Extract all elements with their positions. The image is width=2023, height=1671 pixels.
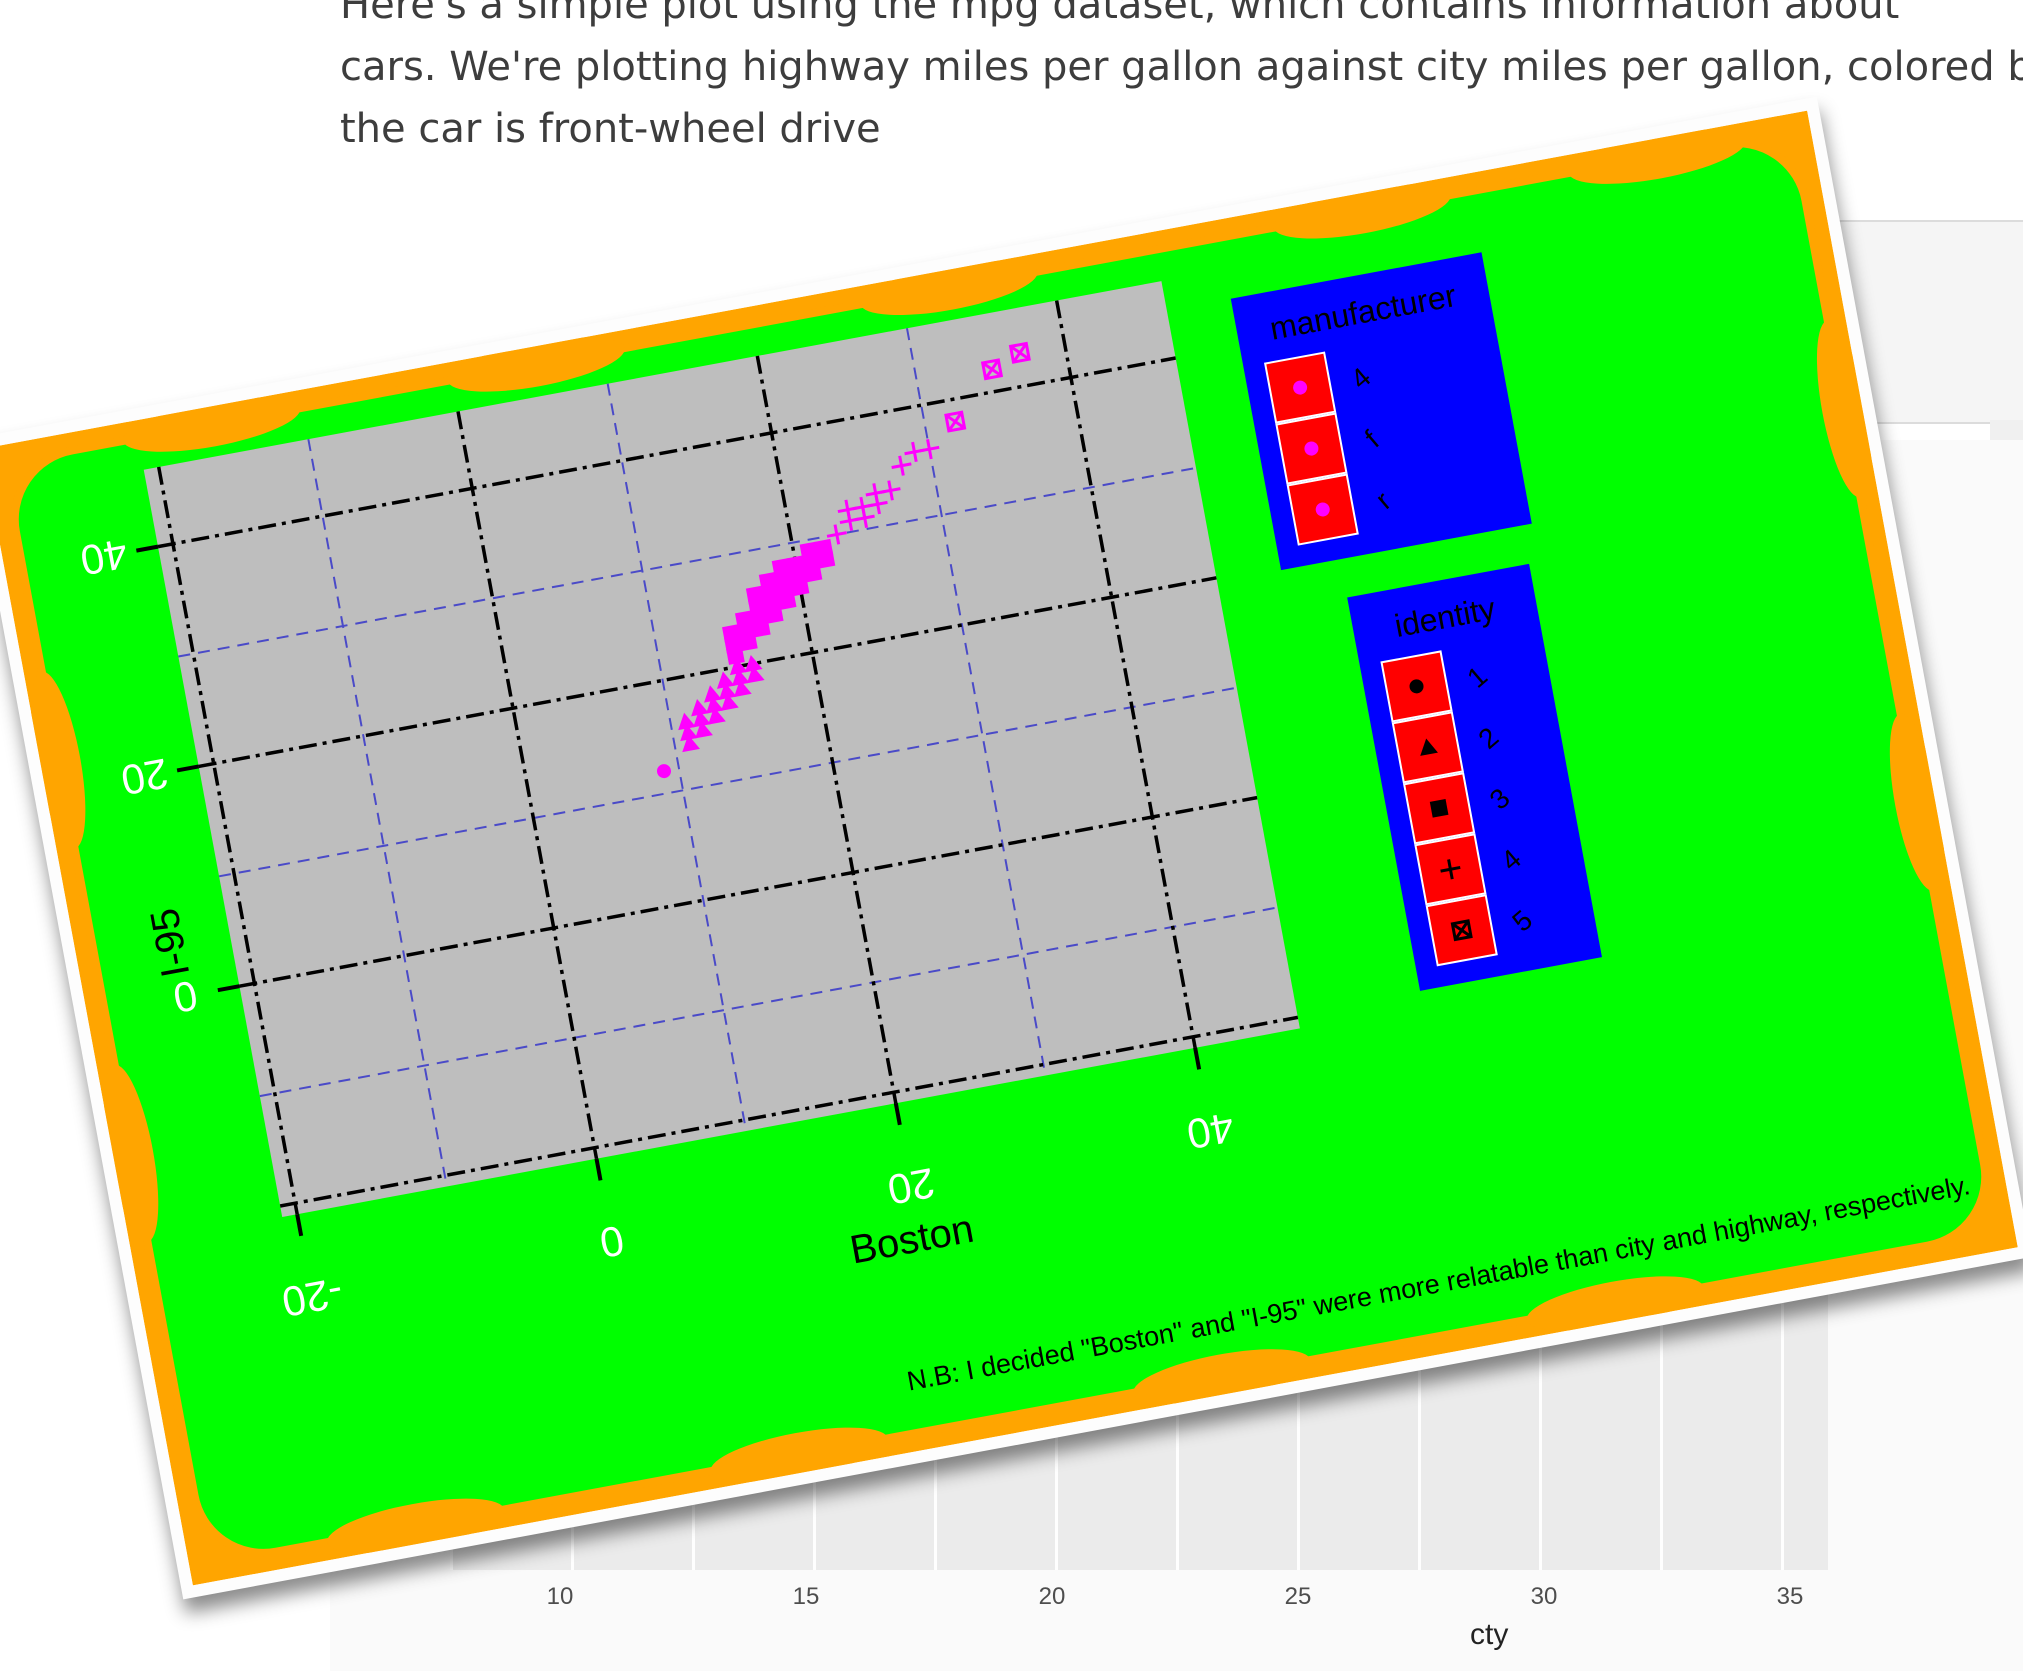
border-accent	[1889, 713, 1945, 891]
major-grid-line	[239, 795, 1258, 988]
major-grid-line	[456, 411, 599, 1160]
identity-legend-symbol	[1409, 679, 1424, 694]
manufacturer-legend-symbol	[1315, 502, 1330, 517]
major-grid-line	[279, 1015, 1299, 1208]
border-accent	[1273, 184, 1451, 239]
data-point-square	[786, 555, 806, 575]
data-point-circle	[656, 764, 671, 779]
border-accent	[327, 1498, 505, 1553]
background-x-tick: 35	[1776, 1583, 1804, 1610]
data-point-square	[722, 624, 741, 643]
border-accent	[1133, 1349, 1311, 1404]
y-axis-tick-mark	[217, 984, 240, 993]
data-point-triangle	[704, 685, 722, 703]
x-axis-tick-label: -20	[278, 1269, 346, 1326]
data-point-square	[758, 571, 778, 591]
data-point-square	[771, 558, 791, 577]
data-point-triangle	[746, 665, 765, 684]
major-grid-line	[198, 576, 1217, 769]
border-accent	[710, 1427, 888, 1482]
background-x-axis-label: cty	[1470, 1618, 1509, 1651]
data-point-square	[799, 541, 819, 561]
data-point-triangle	[693, 709, 711, 728]
border-accent	[103, 1064, 159, 1243]
data-point-triangle	[691, 699, 709, 717]
minor-grid-line	[606, 383, 748, 1132]
minor-grid-line	[178, 466, 1197, 658]
data-point-triangle	[716, 671, 735, 689]
tilted-chart-photo: -20 0 20 40 0 20 40 manufacturer 4 f r identity 1 2 3…	[0, 96, 2023, 1600]
data-point-triangle	[729, 657, 748, 676]
y-axis-tick-mark	[135, 544, 159, 553]
data-point-plus	[826, 524, 847, 545]
article-line-3: the car is front-wheel drive	[340, 106, 881, 152]
border-accent	[1816, 320, 1872, 498]
article-line-2: cars. We're plotting highway miles per g…	[340, 44, 2023, 90]
article-text: Here's a simple plot using the mpg datas…	[340, 0, 2023, 160]
data-point-triangle	[721, 693, 739, 711]
major-grid-line	[755, 355, 898, 1104]
plot-panel	[143, 281, 1300, 1217]
major-grid-line	[156, 466, 299, 1215]
minor-grid-line	[218, 686, 1237, 878]
major-grid-line	[157, 356, 1176, 549]
background-x-tick: 30	[1530, 1583, 1558, 1610]
border-accent	[123, 397, 301, 452]
data-point-boxx	[944, 410, 967, 433]
data-point-triangle	[678, 712, 696, 731]
identity-legend-symbol	[1420, 738, 1438, 756]
data-point-boxx	[1008, 341, 1031, 364]
background-x-tick: 10	[546, 1583, 574, 1610]
border-accent	[31, 671, 86, 849]
data-point-square	[814, 538, 834, 558]
manufacturer-legend-symbol	[1304, 441, 1319, 456]
manufacturer-legend-symbol	[1293, 380, 1308, 395]
identity-legend-symbol	[1429, 798, 1449, 818]
data-point-triangle	[708, 707, 726, 725]
data-point-triangle	[695, 720, 713, 739]
data-point-plus	[919, 439, 940, 460]
border-accent	[1526, 1276, 1704, 1331]
x-axis-tick-mark	[1193, 1047, 1202, 1070]
background-x-tick: 15	[792, 1583, 820, 1610]
data-point-triangle	[680, 723, 698, 742]
data-point-triangle	[719, 682, 737, 700]
y-axis-tick-mark	[176, 764, 200, 773]
x-axis-tick-mark	[893, 1102, 902, 1126]
data-point-triangle	[731, 668, 750, 687]
x-axis-tick-mark	[295, 1213, 304, 1237]
x-axis-tick-label: 40	[1183, 1104, 1238, 1159]
identity-legend-symbol	[1440, 859, 1461, 880]
data-point-triangle	[744, 654, 763, 673]
border-accent	[1568, 129, 1746, 184]
data-point-square	[734, 610, 754, 630]
data-point-square	[745, 585, 765, 605]
identity-legend-symbol	[1450, 919, 1473, 942]
x-axis-tick-mark	[594, 1158, 603, 1181]
y-axis-tick-label: 20	[117, 750, 172, 805]
border-accent	[447, 337, 625, 392]
data-point-triangle	[733, 679, 752, 698]
data-point-triangle	[706, 696, 724, 714]
data-point-plus	[891, 455, 912, 476]
article-line-1: Here's a simple plot using the mpg datas…	[340, 0, 1900, 28]
x-axis-tick-label: 20	[884, 1159, 939, 1214]
background-x-tick: 20	[1038, 1583, 1066, 1610]
background-x-tick: 25	[1284, 1583, 1312, 1610]
data-point-boxx	[980, 358, 1004, 381]
data-point-plus	[880, 480, 901, 501]
minor-grid-line	[259, 906, 1278, 1098]
data-point-triangle	[682, 734, 700, 753]
y-axis-tick-label: 40	[77, 530, 132, 585]
border-accent	[860, 260, 1038, 316]
major-grid-line	[1054, 300, 1197, 1049]
